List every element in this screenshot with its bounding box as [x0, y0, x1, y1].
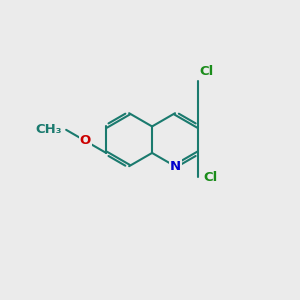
Text: N: N	[169, 160, 181, 173]
Text: O: O	[80, 134, 91, 147]
Text: Cl: Cl	[203, 171, 217, 184]
Text: CH₃: CH₃	[35, 123, 62, 136]
Text: Cl: Cl	[200, 65, 214, 78]
